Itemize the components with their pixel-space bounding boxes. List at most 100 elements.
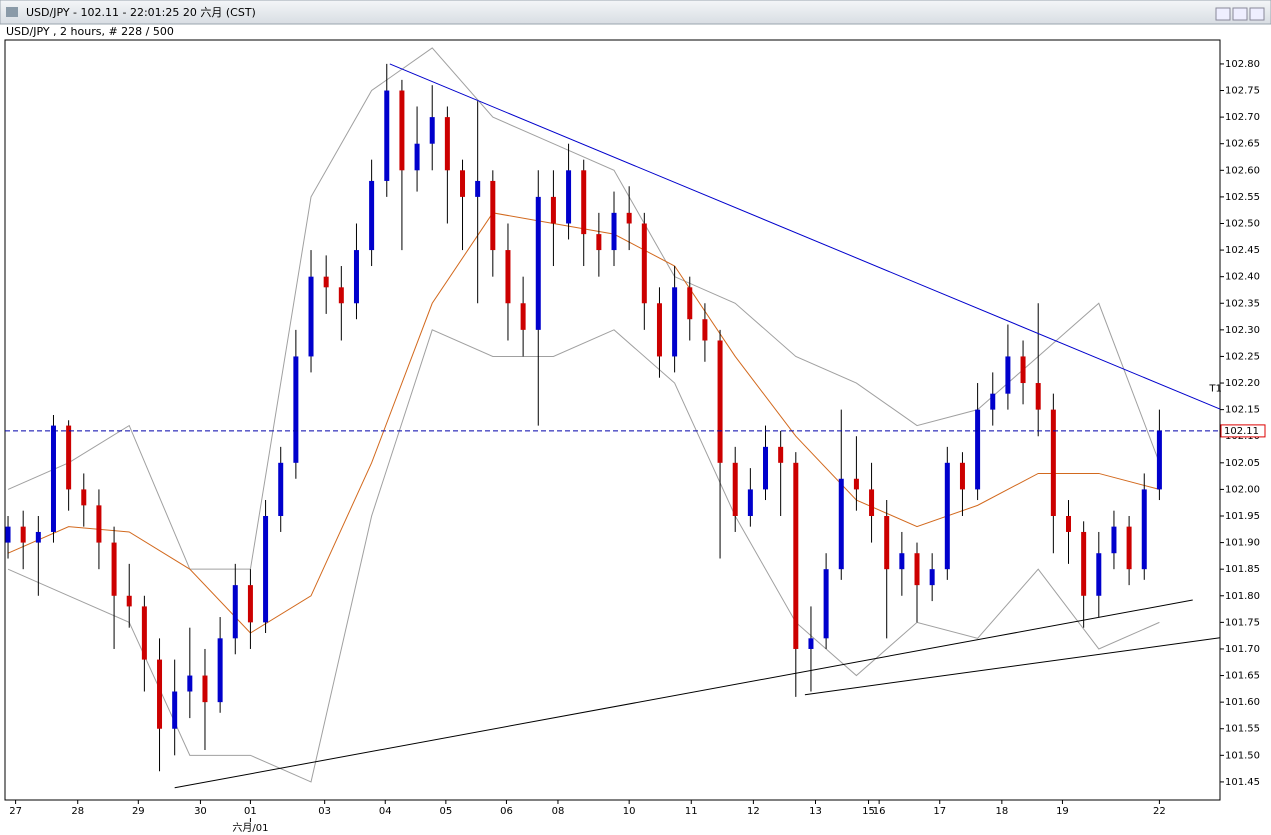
candle-body [641,223,647,304]
candle-body [656,303,662,357]
overlay-line [7,329,1160,783]
y-tick-label: 102.05 [1225,458,1260,469]
candle-body [384,90,390,181]
candle-body [414,143,420,171]
y-tick-label: 102.70 [1225,112,1260,123]
candle-body [1126,526,1132,570]
x-tick-label: 03 [318,806,331,817]
x-tick-label: 01 [244,806,257,817]
candle-body [126,595,132,607]
candle-body [50,425,56,532]
y-tick-label: 102.60 [1225,165,1260,176]
y-tick-label: 101.80 [1225,591,1260,602]
x-tick-label: 11 [685,806,698,817]
candle-body [353,250,359,304]
y-tick-label: 102.00 [1225,484,1260,495]
current-price-label: 102.11 [1224,426,1259,437]
candle-body [490,180,496,251]
y-tick-label: 101.75 [1225,617,1260,628]
candle-body [5,526,11,543]
candle-body [884,515,890,570]
candle-body [278,462,284,516]
candle-body [187,675,193,692]
candle-body [929,569,935,586]
candle-body [429,117,435,144]
candle-body [747,489,753,516]
x-tick-label: 29 [132,806,145,817]
y-tick-label: 102.30 [1225,325,1260,336]
candle-body [869,489,875,516]
candle-body [823,569,829,639]
x-tick-label: 16 [873,806,886,817]
candle-body [35,531,41,543]
y-tick-label: 102.55 [1225,192,1260,203]
minimize-button[interactable] [1215,7,1231,21]
trend-line [389,63,1221,410]
candle-body [1050,409,1056,516]
candle-body [202,675,208,703]
candle-body [1066,515,1072,532]
candle-body [263,515,269,623]
overlay-line [7,47,1160,570]
candle-body [1156,430,1162,490]
candle-body [778,446,784,463]
candle-body [959,462,965,490]
y-tick-label: 101.70 [1225,644,1260,655]
candle-body [808,638,814,649]
x-tick-label: 10 [623,806,636,817]
candle-body [853,478,859,490]
candle-body [247,585,253,623]
y-tick-label: 101.90 [1225,538,1260,549]
y-tick-label: 102.75 [1225,86,1260,97]
x-tick-label: 05 [439,806,452,817]
y-tick-label: 102.40 [1225,272,1260,283]
candle-body [793,462,799,649]
candle-body [232,585,238,639]
window-title: USD/JPY - 102.11 - 22:01:25 20 六月 (CST) [26,6,256,19]
x-tick-label: 08 [552,806,565,817]
candle-body [399,90,405,171]
candle-body [1035,383,1041,410]
y-tick-label: 102.35 [1225,298,1260,309]
x-tick-label: 19 [1056,806,1069,817]
candle-body [444,117,450,171]
x-tick-label: 30 [194,806,207,817]
candle-body [66,425,72,490]
x-tick-label: 27 [9,806,22,817]
candle-body [914,553,920,586]
y-tick-label: 101.85 [1225,564,1260,575]
candle-body [460,170,466,197]
candle-body [293,356,299,463]
candle-body [520,303,526,330]
y-tick-label: 102.15 [1225,405,1260,416]
candle-body [1141,489,1147,570]
y-tick-label: 102.65 [1225,139,1260,150]
candle-body [702,319,708,341]
candle-body [566,170,572,224]
candle-body [717,340,723,463]
candle-body [475,180,481,197]
candle-body [990,393,996,410]
close-button[interactable] [1249,7,1265,21]
y-tick-label: 101.45 [1225,777,1260,788]
candle-body [1020,356,1026,384]
trend-line [804,637,1221,696]
candle-body [111,542,117,596]
candle-body [172,691,178,729]
candle-body [141,606,147,660]
y-tick-label: 102.80 [1225,59,1260,70]
annotation: T1 [1208,383,1221,394]
candle-body [20,526,26,543]
candle-body [308,276,314,357]
x-tick-label: 22 [1153,806,1166,817]
candle-body [611,212,617,251]
candle-body [369,180,375,251]
y-tick-label: 101.95 [1225,511,1260,522]
candle-body [672,287,678,357]
candle-body [944,462,950,570]
x-tick-label: 04 [379,806,392,817]
restore-button[interactable] [1232,7,1248,21]
candle-body [157,659,163,729]
y-tick-label: 101.50 [1225,750,1260,761]
